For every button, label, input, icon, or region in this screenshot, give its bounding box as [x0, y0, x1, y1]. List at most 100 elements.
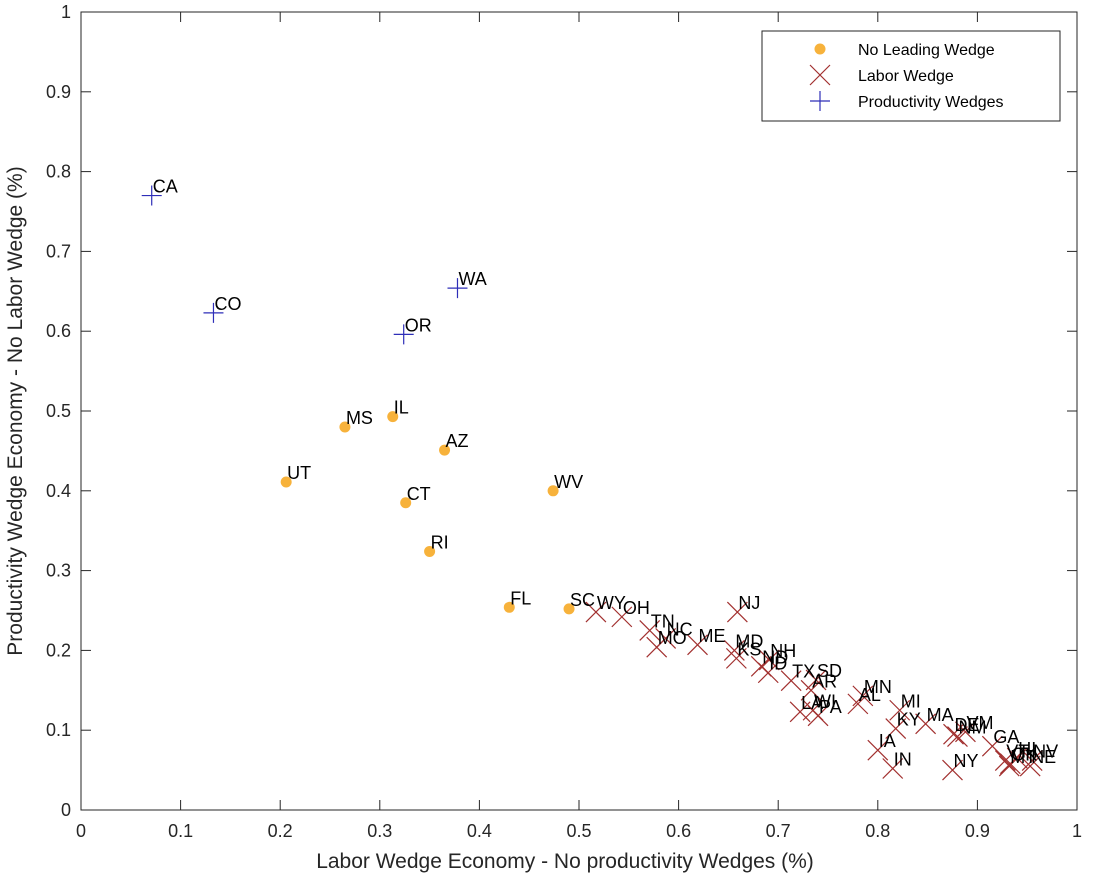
data-point	[867, 739, 889, 761]
y-tick-label: 0.6	[46, 321, 71, 341]
data-point	[400, 497, 412, 509]
data-point	[915, 713, 937, 735]
point-label: RI	[431, 532, 449, 552]
point-label: WY	[597, 593, 626, 613]
x-axis-label: Labor Wedge Economy - No productivity We…	[316, 850, 814, 873]
y-tick-label: 0.9	[46, 82, 71, 102]
data-point	[789, 701, 811, 723]
data-point	[547, 485, 559, 497]
legend-marker	[810, 91, 830, 111]
point-label: IA	[879, 731, 896, 751]
x-tick-label: 0.4	[467, 821, 492, 841]
data-point	[563, 603, 575, 615]
point-label: VT	[1006, 742, 1029, 762]
data-point	[725, 647, 747, 669]
point-label: NC	[667, 619, 693, 639]
point-label: IL	[394, 398, 409, 418]
point-label: AL	[859, 685, 881, 705]
point-label: HI	[1018, 739, 1036, 759]
y-tick-label: 0.1	[46, 720, 71, 740]
x-tick-label: 0.9	[965, 821, 990, 841]
point-label: ID	[769, 654, 787, 674]
y-tick-label: 0.5	[46, 401, 71, 421]
data-point	[646, 636, 668, 658]
data-point	[280, 476, 292, 488]
point-label: UT	[287, 463, 311, 483]
data-points	[141, 185, 1043, 781]
point-label: VM	[966, 713, 993, 733]
x-tick-label: 0.1	[168, 821, 193, 841]
point-label: WA	[458, 269, 486, 289]
data-point	[757, 662, 779, 684]
point-label: PA	[819, 697, 842, 717]
data-point	[805, 669, 827, 691]
point-label: CA	[153, 177, 178, 197]
data-point	[947, 726, 968, 748]
data-point	[639, 620, 661, 641]
data-point	[387, 411, 399, 423]
x-tick-label: 0.8	[865, 821, 890, 841]
data-point	[882, 758, 904, 779]
data-point	[807, 705, 829, 727]
point-label: OR	[405, 315, 432, 335]
data-point	[393, 324, 414, 345]
legend-entry: Labor Wedge	[858, 68, 954, 85]
data-point	[885, 718, 907, 740]
legend-marker	[814, 43, 826, 55]
point-label: WV	[554, 472, 583, 492]
y-tick-label: 0.8	[46, 162, 71, 182]
point-label: KY	[897, 710, 921, 730]
point-label: WI	[814, 691, 836, 711]
point-label: GA	[993, 727, 1019, 747]
x-tick-label: 0.7	[766, 821, 791, 841]
x-tick-label: 0	[76, 821, 86, 841]
legend: No Leading Wedge Labor Wedge Productivity …	[761, 30, 1061, 122]
point-label: AR	[812, 671, 837, 691]
point-label: SC	[570, 590, 595, 610]
point-label: NM	[958, 718, 986, 738]
data-point	[726, 601, 748, 623]
point-label: LA	[801, 693, 823, 713]
data-point	[994, 750, 1016, 771]
axes: 0 0.1 0.2 0.3 0.4 0.5 0.6 0.7 0.8 0.9 1 0 0.1 0.2 0.3 0…	[46, 2, 1082, 841]
point-label: MN	[864, 677, 892, 697]
data-point	[141, 185, 162, 206]
y-tick-label: 0	[61, 800, 71, 820]
legend-entry: Productivity Wedges	[858, 94, 1004, 111]
y-tick-label: 0.4	[46, 481, 71, 501]
y-axis-label: Productivity Wedge Economy - No Labor We…	[4, 166, 27, 655]
data-point	[800, 679, 822, 701]
x-tick-label: 0.2	[268, 821, 293, 841]
point-label: NH	[770, 641, 796, 661]
data-point	[1021, 750, 1043, 771]
x-tick-label: 1	[1072, 821, 1082, 841]
data-point	[439, 444, 451, 456]
point-label: MI	[901, 691, 921, 711]
data-point	[687, 634, 708, 656]
point-label: CT	[407, 484, 431, 504]
point-label: MD	[735, 631, 763, 651]
point-label: NV	[1033, 742, 1058, 762]
data-point	[585, 601, 607, 623]
point-label: TX	[792, 662, 815, 682]
point-label: MS	[346, 408, 373, 428]
data-point	[611, 606, 633, 628]
plot-frame	[80, 11, 1078, 811]
data-point	[780, 670, 802, 692]
legend-entry: No Leading Wedge	[858, 42, 995, 59]
data-point	[981, 735, 1003, 757]
y-tick-label: 0.2	[46, 640, 71, 660]
x-tick-label: 0.6	[666, 821, 691, 841]
data-point	[723, 639, 745, 661]
point-label: ND	[762, 647, 788, 667]
point-label: NY	[954, 751, 979, 771]
point-label: MA	[927, 705, 954, 725]
legend-marker	[809, 64, 831, 86]
point-label: FL	[510, 588, 531, 608]
point-label: CO	[214, 294, 241, 314]
data-point	[942, 759, 963, 781]
data-point	[203, 302, 224, 323]
data-point	[998, 755, 1020, 777]
